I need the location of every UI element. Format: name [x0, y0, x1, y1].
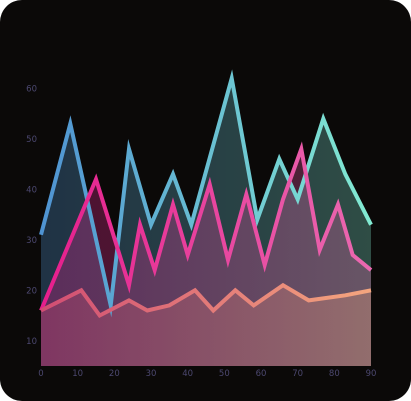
x-tick-label: 0 — [38, 369, 43, 379]
y-tick-label: 40 — [26, 185, 37, 195]
x-tick-label: 60 — [256, 369, 267, 379]
x-tick-label: 30 — [146, 369, 157, 379]
series-2-line — [40, 282, 372, 319]
y-axis-tick-labels: 10 20 30 40 50 60 — [26, 84, 37, 346]
series-areas — [41, 78, 371, 367]
x-tick-label: 50 — [219, 369, 230, 379]
series-lines — [39, 69, 373, 319]
series-0-line — [39, 69, 373, 318]
y-tick-label: 50 — [26, 135, 37, 145]
x-tick-label: 40 — [182, 369, 193, 379]
x-tick-label: 20 — [109, 369, 120, 379]
y-tick-label: 30 — [26, 236, 37, 246]
x-tick-label: 80 — [329, 369, 340, 379]
x-tick-label: 90 — [366, 369, 377, 379]
x-axis-tick-labels: 0 10 20 30 40 50 60 70 80 90 — [38, 369, 376, 379]
x-tick-label: 10 — [72, 369, 83, 379]
y-tick-label: 60 — [26, 84, 37, 94]
x-tick-label: 70 — [292, 369, 303, 379]
series-1-line — [39, 141, 373, 312]
y-tick-label: 10 — [26, 337, 37, 347]
y-tick-label: 20 — [26, 286, 37, 296]
